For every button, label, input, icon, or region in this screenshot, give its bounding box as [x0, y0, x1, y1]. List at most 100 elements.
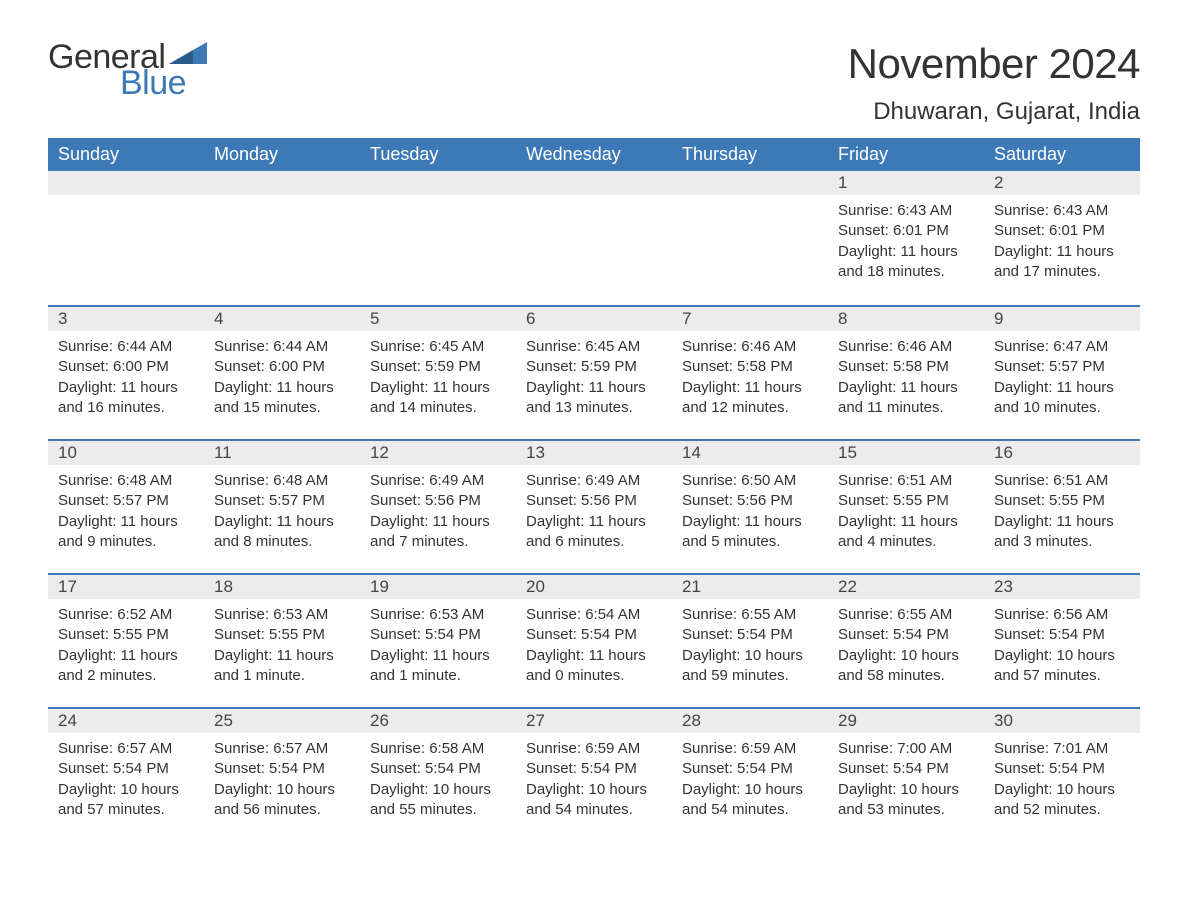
day-cell: Sunrise: 6:53 AMSunset: 5:55 PMDaylight:…: [204, 599, 360, 705]
day-number: 19: [360, 575, 516, 599]
day-number: 26: [360, 709, 516, 733]
sunset-text: Sunset: 5:58 PM: [838, 357, 974, 377]
daylight-text: Daylight: 11 hours and 0 minutes.: [526, 646, 662, 687]
day-cell: Sunrise: 7:01 AMSunset: 5:54 PMDaylight:…: [984, 733, 1140, 839]
calendar-week: 12Sunrise: 6:43 AMSunset: 6:01 PMDayligh…: [48, 171, 1140, 305]
day-cell: Sunrise: 6:44 AMSunset: 6:00 PMDaylight:…: [48, 331, 204, 437]
sunset-text: Sunset: 5:55 PM: [214, 625, 350, 645]
sunset-text: Sunset: 5:57 PM: [58, 491, 194, 511]
logo: General Blue: [48, 40, 207, 100]
day-cell: Sunrise: 6:58 AMSunset: 5:54 PMDaylight:…: [360, 733, 516, 839]
sunrise-text: Sunrise: 6:51 AM: [994, 471, 1130, 491]
daylight-text: Daylight: 11 hours and 1 minute.: [214, 646, 350, 687]
day-number: 3: [48, 307, 204, 331]
sunset-text: Sunset: 6:00 PM: [214, 357, 350, 377]
calendar-week: 24252627282930Sunrise: 6:57 AMSunset: 5:…: [48, 707, 1140, 841]
day-number: [48, 171, 204, 195]
sunrise-text: Sunrise: 6:48 AM: [58, 471, 194, 491]
daylight-text: Daylight: 10 hours and 55 minutes.: [370, 780, 506, 821]
sunset-text: Sunset: 5:54 PM: [214, 759, 350, 779]
day-number: 29: [828, 709, 984, 733]
day-number: 2: [984, 171, 1140, 195]
daylight-text: Daylight: 11 hours and 14 minutes.: [370, 378, 506, 419]
logo-text-blue: Blue: [120, 66, 207, 100]
daylight-text: Daylight: 11 hours and 5 minutes.: [682, 512, 818, 553]
daylight-text: Daylight: 11 hours and 18 minutes.: [838, 242, 974, 283]
day-cell: [360, 195, 516, 301]
day-cell: Sunrise: 6:48 AMSunset: 5:57 PMDaylight:…: [48, 465, 204, 571]
sunset-text: Sunset: 6:01 PM: [994, 221, 1130, 241]
day-body-row: Sunrise: 6:57 AMSunset: 5:54 PMDaylight:…: [48, 733, 1140, 839]
sunset-text: Sunset: 5:54 PM: [370, 625, 506, 645]
day-number: 13: [516, 441, 672, 465]
day-cell: [204, 195, 360, 301]
calendar-week: 10111213141516Sunrise: 6:48 AMSunset: 5:…: [48, 439, 1140, 573]
sunset-text: Sunset: 5:57 PM: [994, 357, 1130, 377]
day-cell: Sunrise: 6:47 AMSunset: 5:57 PMDaylight:…: [984, 331, 1140, 437]
weekday-header-row: SundayMondayTuesdayWednesdayThursdayFrid…: [48, 138, 1140, 171]
daylight-text: Daylight: 10 hours and 56 minutes.: [214, 780, 350, 821]
daylight-text: Daylight: 10 hours and 59 minutes.: [682, 646, 818, 687]
sunrise-text: Sunrise: 6:54 AM: [526, 605, 662, 625]
sunrise-text: Sunrise: 7:00 AM: [838, 739, 974, 759]
day-number: 21: [672, 575, 828, 599]
title-block: November 2024 Dhuwaran, Gujarat, India: [848, 40, 1140, 126]
daylight-text: Daylight: 11 hours and 11 minutes.: [838, 378, 974, 419]
daylight-text: Daylight: 11 hours and 10 minutes.: [994, 378, 1130, 419]
day-cell: Sunrise: 6:48 AMSunset: 5:57 PMDaylight:…: [204, 465, 360, 571]
daynum-strip: 17181920212223: [48, 575, 1140, 599]
day-number: 10: [48, 441, 204, 465]
sunset-text: Sunset: 5:59 PM: [526, 357, 662, 377]
sunrise-text: Sunrise: 6:52 AM: [58, 605, 194, 625]
sunrise-text: Sunrise: 6:51 AM: [838, 471, 974, 491]
sunset-text: Sunset: 5:55 PM: [994, 491, 1130, 511]
daynum-strip: 3456789: [48, 307, 1140, 331]
day-number: 20: [516, 575, 672, 599]
day-cell: Sunrise: 6:49 AMSunset: 5:56 PMDaylight:…: [360, 465, 516, 571]
weekday-header: Wednesday: [516, 138, 672, 171]
sunrise-text: Sunrise: 6:57 AM: [58, 739, 194, 759]
day-number: 1: [828, 171, 984, 195]
day-cell: Sunrise: 6:54 AMSunset: 5:54 PMDaylight:…: [516, 599, 672, 705]
day-cell: Sunrise: 6:53 AMSunset: 5:54 PMDaylight:…: [360, 599, 516, 705]
sunrise-text: Sunrise: 6:55 AM: [838, 605, 974, 625]
calendar-table: SundayMondayTuesdayWednesdayThursdayFrid…: [48, 138, 1140, 841]
day-number: 5: [360, 307, 516, 331]
daylight-text: Daylight: 11 hours and 7 minutes.: [370, 512, 506, 553]
day-cell: Sunrise: 6:45 AMSunset: 5:59 PMDaylight:…: [516, 331, 672, 437]
sunset-text: Sunset: 5:54 PM: [370, 759, 506, 779]
daylight-text: Daylight: 11 hours and 4 minutes.: [838, 512, 974, 553]
day-number: [516, 171, 672, 195]
daylight-text: Daylight: 11 hours and 3 minutes.: [994, 512, 1130, 553]
day-cell: [516, 195, 672, 301]
daylight-text: Daylight: 10 hours and 57 minutes.: [994, 646, 1130, 687]
weekday-header: Sunday: [48, 138, 204, 171]
day-number: 15: [828, 441, 984, 465]
sunrise-text: Sunrise: 6:49 AM: [370, 471, 506, 491]
weekday-header: Friday: [828, 138, 984, 171]
day-cell: Sunrise: 6:57 AMSunset: 5:54 PMDaylight:…: [204, 733, 360, 839]
day-cell: Sunrise: 6:51 AMSunset: 5:55 PMDaylight:…: [984, 465, 1140, 571]
day-number: 28: [672, 709, 828, 733]
sunset-text: Sunset: 5:59 PM: [370, 357, 506, 377]
sunrise-text: Sunrise: 6:46 AM: [682, 337, 818, 357]
day-number: 14: [672, 441, 828, 465]
day-number: 27: [516, 709, 672, 733]
daylight-text: Daylight: 10 hours and 57 minutes.: [58, 780, 194, 821]
daynum-strip: 24252627282930: [48, 709, 1140, 733]
day-number: [360, 171, 516, 195]
daylight-text: Daylight: 11 hours and 1 minute.: [370, 646, 506, 687]
day-cell: Sunrise: 6:45 AMSunset: 5:59 PMDaylight:…: [360, 331, 516, 437]
weekday-header: Thursday: [672, 138, 828, 171]
day-number: [672, 171, 828, 195]
daylight-text: Daylight: 10 hours and 53 minutes.: [838, 780, 974, 821]
daynum-strip: 12: [48, 171, 1140, 195]
month-title: November 2024: [848, 40, 1140, 88]
day-cell: Sunrise: 6:56 AMSunset: 5:54 PMDaylight:…: [984, 599, 1140, 705]
day-cell: Sunrise: 6:57 AMSunset: 5:54 PMDaylight:…: [48, 733, 204, 839]
day-cell: Sunrise: 6:43 AMSunset: 6:01 PMDaylight:…: [984, 195, 1140, 301]
day-number: 18: [204, 575, 360, 599]
sunrise-text: Sunrise: 6:58 AM: [370, 739, 506, 759]
day-number: 22: [828, 575, 984, 599]
day-body-row: Sunrise: 6:43 AMSunset: 6:01 PMDaylight:…: [48, 195, 1140, 301]
